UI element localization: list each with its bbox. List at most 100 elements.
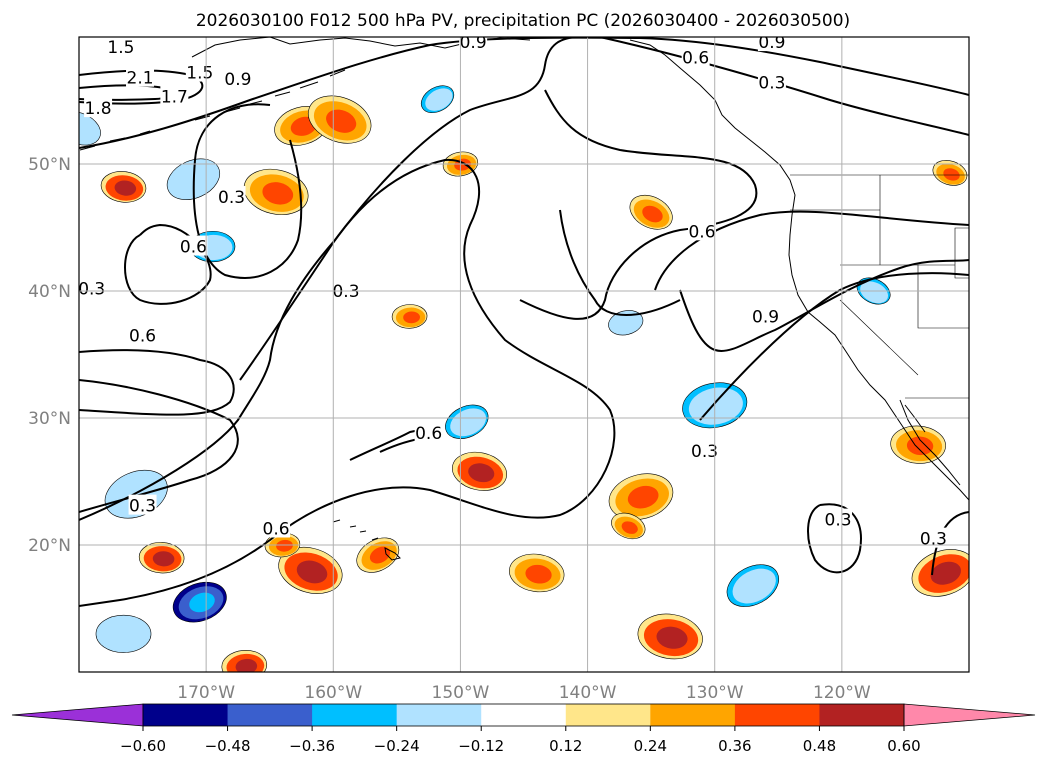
pv-contour-label: 1.5 [185, 61, 214, 84]
negative-precip-anomaly [95, 614, 152, 653]
svg-text:0.6: 0.6 [129, 326, 156, 346]
pv-contour-0.3-ridge [79, 158, 616, 607]
pv-contour-label: 0.3 [757, 71, 786, 94]
state-borders [790, 175, 969, 376]
positive-precip-anomaly [278, 546, 343, 594]
pv-contour-label: 0.3 [690, 440, 719, 462]
pv-contour-label: 0.6 [688, 220, 716, 242]
pv-contour-label: 0.6 [681, 46, 710, 68]
pv-contour-label: 0.3 [332, 280, 360, 302]
pv-contour-label: 0.9 [223, 67, 252, 90]
lat-tick-label: 20°N [28, 536, 71, 556]
pv-contour-0.6-west [79, 349, 235, 416]
lon-tick-label: 130°W [686, 683, 744, 703]
pv-contour-labels: 1.5 2.1 1.5 1.8 1.7 0.9 0.9 0.6 0.9 0.3 0.3 0.6 0.3 0… [79, 33, 948, 550]
colorbar-tick-label: −0.60 [120, 737, 166, 755]
pv-contour-label: 0.9 [751, 305, 780, 327]
positive-precip-anomaly [138, 542, 185, 574]
pv-contour-0.3-west-lobe [124, 223, 212, 305]
colorbar-tick-label: 0.24 [634, 737, 667, 755]
positive-precip-anomaly [932, 160, 968, 186]
colorbar-tick-label: 0.60 [887, 737, 920, 755]
positive-precip-anomaly [608, 473, 674, 520]
svg-text:0.3: 0.3 [218, 188, 245, 208]
negative-precip-anomaly [420, 85, 455, 114]
svg-text:0.9: 0.9 [758, 33, 785, 53]
positive-precip-anomaly [243, 168, 309, 215]
lon-tick-label: 140°W [559, 683, 617, 703]
positive-precip-anomaly [611, 512, 646, 540]
svg-text:0.3: 0.3 [758, 74, 785, 94]
svg-text:0.9: 0.9 [224, 70, 251, 90]
positive-precip-anomaly [307, 95, 372, 144]
svg-text:0.9: 0.9 [460, 33, 487, 53]
pv-contour-0.3-trough [559, 209, 681, 316]
colorbar-segment [227, 704, 313, 726]
negative-precip-anomaly [172, 581, 227, 623]
pv-contour-label: 1.7 [160, 85, 189, 108]
pv-contour-0.3-southwest [79, 379, 239, 513]
map-gridlines [79, 37, 969, 672]
pv-contour-label: 0.9 [459, 33, 488, 53]
negative-precip-anomaly [608, 310, 644, 336]
lon-tick-label: 120°W [813, 683, 871, 703]
pv-contour-label: 0.9 [757, 33, 786, 53]
pv-contour-layer [79, 37, 969, 607]
svg-text:1.5: 1.5 [186, 64, 213, 84]
svg-text:0.6: 0.6 [682, 48, 709, 68]
svg-text:1.7: 1.7 [161, 88, 188, 108]
longitude-tick-labels: 170°W 160°W 150°W 140°W 130°W 120°W [177, 683, 871, 703]
colorbar-outline [142, 703, 905, 727]
pv-contour-0.3-central [192, 103, 303, 279]
colorbar-extend-low [11, 703, 144, 727]
positive-precip-anomaly [509, 553, 565, 593]
figure-title: 2026030100 F012 500 hPa PV, precipitatio… [196, 11, 850, 31]
pv-contour-label: 1.5 [106, 37, 135, 58]
positive-precip-anomaly [356, 537, 400, 573]
positive-precip-anomaly [637, 613, 703, 660]
pv-contour-label: 0.3 [128, 494, 157, 517]
colorbar-segment [819, 704, 905, 726]
colorbar-tick-label: −0.48 [205, 737, 251, 755]
north-america-coastline [629, 39, 969, 501]
svg-text:0.3: 0.3 [129, 497, 156, 517]
svg-text:0.3: 0.3 [825, 511, 852, 531]
svg-text:0.6: 0.6 [180, 238, 207, 258]
pv-contour-0.6-east [519, 89, 758, 320]
lon-tick-label: 160°W [304, 683, 362, 703]
pv-contour-label: 0.6 [414, 422, 443, 444]
lat-tick-label: 40°N [28, 282, 71, 302]
political-borders-layer [790, 174, 969, 399]
svg-text:2.1: 2.1 [127, 69, 154, 89]
svg-text:0.6: 0.6 [263, 519, 290, 539]
pv-contour-label: 0.6 [262, 517, 291, 539]
pv-contour-label: 0.3 [919, 527, 948, 550]
colorbar-segment [396, 704, 482, 726]
colorbar-tick-label: −0.24 [374, 737, 420, 755]
positive-precip-anomaly [100, 171, 147, 203]
lat-tick-label: 50°N [28, 155, 71, 175]
precipitation-colorbar [11, 703, 1036, 727]
positive-precip-anomaly [911, 549, 969, 597]
svg-text:0.3: 0.3 [332, 282, 359, 302]
coastline-layer [79, 37, 969, 561]
colorbar-tick-labels: −0.60 −0.48 −0.36 −0.24 −0.12 0.12 0.24 0.36 0.4… [120, 726, 921, 755]
pv-contour-label: 1.8 [84, 97, 113, 119]
pv-contour-label: 2.1 [126, 66, 155, 89]
positive-precip-anomaly [391, 304, 428, 329]
positive-precip-anomaly [221, 649, 268, 672]
positive-precip-anomaly [629, 194, 673, 230]
pv-contour-0.9-trough [679, 259, 969, 352]
pv-contour-0.9-north [79, 37, 969, 149]
lon-tick-label: 170°W [177, 683, 235, 703]
lon-tick-label: 150°W [432, 683, 490, 703]
svg-text:0.3: 0.3 [920, 530, 947, 550]
svg-text:1.5: 1.5 [107, 38, 134, 58]
colorbar-segment [143, 704, 229, 726]
map-frame [78, 36, 970, 673]
colorbar-tick-label: 0.48 [803, 737, 836, 755]
pv-contour-label: 0.6 [128, 324, 157, 346]
colorbar-tick-label: −0.12 [458, 737, 504, 755]
svg-text:0.9: 0.9 [752, 307, 779, 327]
